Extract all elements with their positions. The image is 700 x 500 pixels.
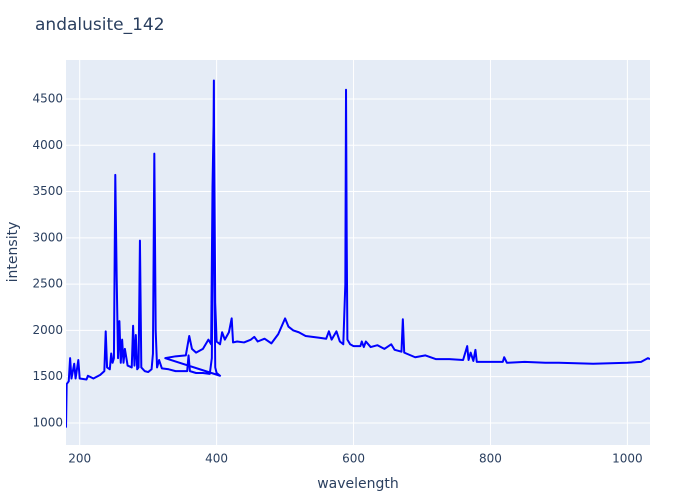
x-tick-label: 200 (68, 452, 91, 466)
x-axis-label: wavelength (317, 476, 399, 492)
y-tick-label: 4500 (32, 91, 63, 105)
y-tick-label: 1000 (32, 415, 63, 429)
y-tick-label: 2000 (32, 323, 63, 337)
x-tick-label: 800 (479, 452, 502, 466)
x-tick-label: 400 (205, 452, 228, 466)
line (66, 79, 650, 428)
y-tick-label: 4000 (32, 138, 63, 152)
y-tick-label: 1500 (32, 369, 63, 383)
x-tick-label: 600 (342, 452, 365, 466)
y-tick-label: 3000 (32, 230, 63, 244)
plot-area (66, 60, 650, 445)
chart-title: andalusite_142 (35, 15, 165, 35)
x-tick-label: 1000 (612, 452, 643, 466)
y-tick-label: 3500 (32, 184, 63, 198)
y-tick-label: 2500 (32, 277, 63, 291)
marks (66, 79, 650, 428)
grid (66, 60, 650, 445)
y-axis-label: intensity (5, 222, 21, 283)
